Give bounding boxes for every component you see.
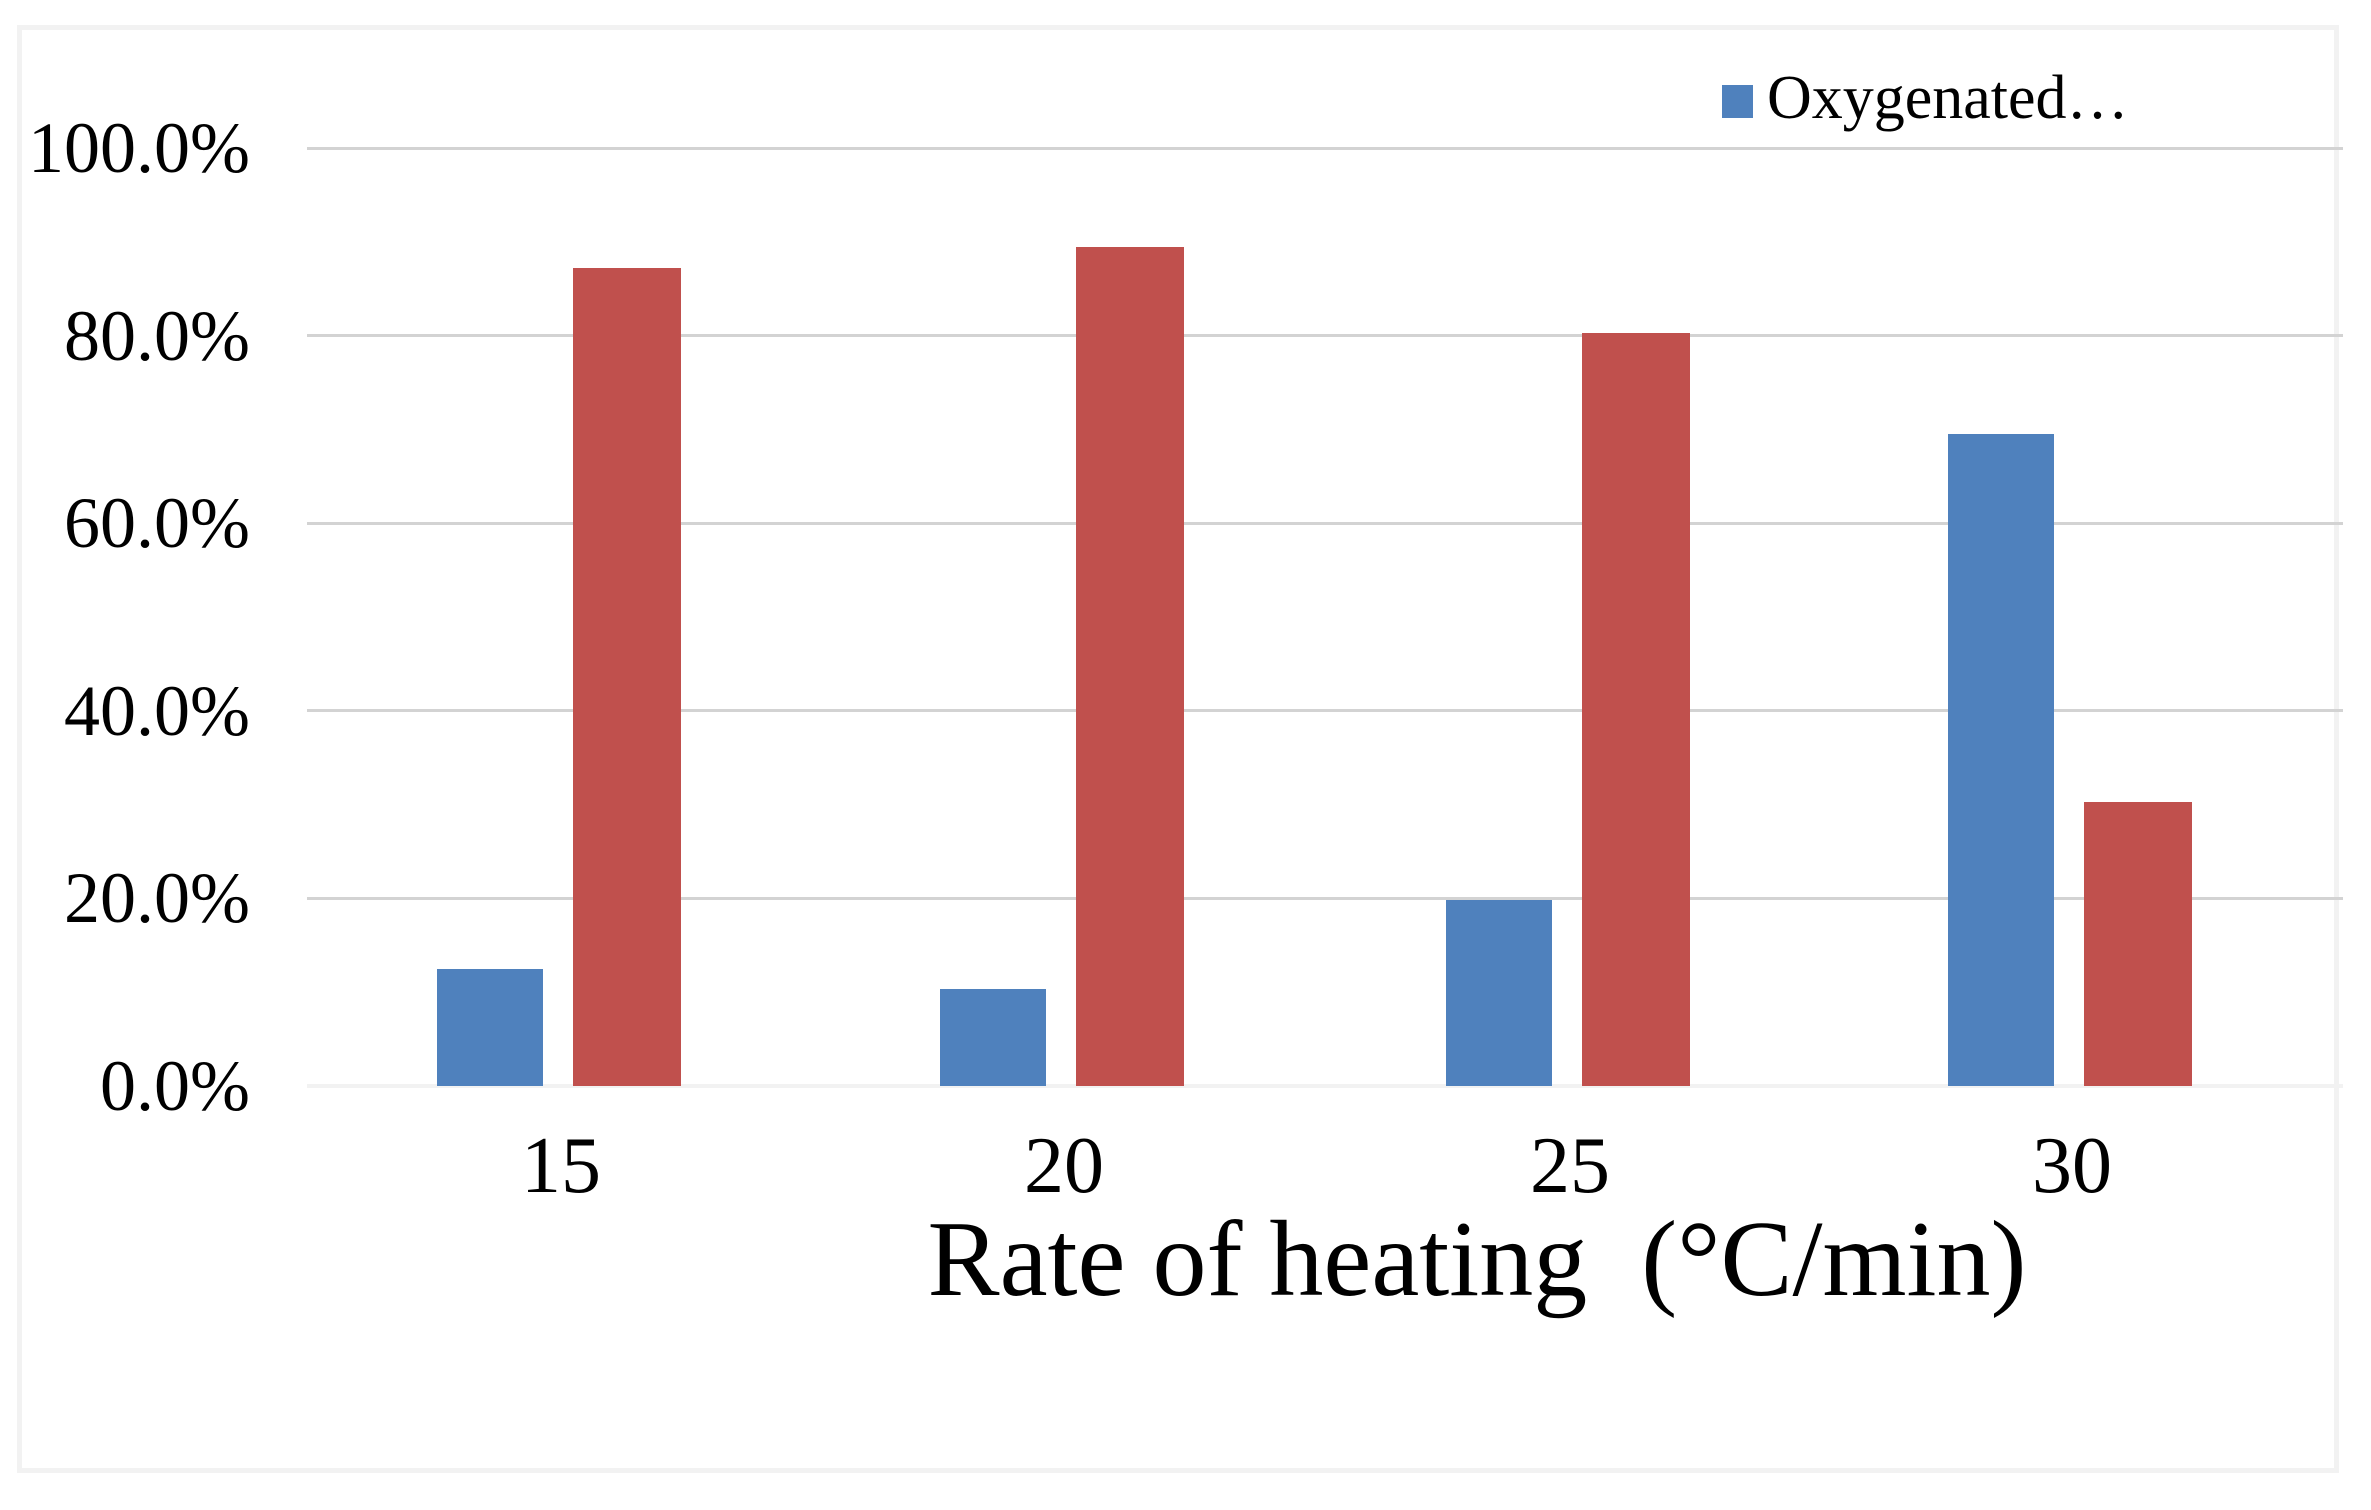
gridline-80	[307, 334, 2343, 338]
gridline-40	[307, 709, 2343, 713]
bar-series2-30	[2084, 801, 2192, 1086]
bar-series2-15	[573, 268, 681, 1086]
y-tick-label-80: 80.0%	[64, 295, 250, 376]
y-tick-label-20: 20.0%	[64, 858, 250, 939]
bar-series2-20	[1076, 246, 1184, 1086]
gridline-100	[307, 146, 2343, 150]
bar-oxygenated-25	[1446, 900, 1552, 1086]
legend-swatch-icon	[1722, 84, 1753, 118]
bar-oxygenated-20	[940, 989, 1046, 1086]
legend: Oxygenated…	[1722, 60, 2129, 136]
x-tick-label-30: 30	[2032, 1122, 2112, 1210]
x-tick-label-15: 15	[521, 1122, 601, 1210]
plot-area	[307, 146, 2343, 1088]
x-axis-line	[307, 1084, 2343, 1088]
legend-label: Oxygenated…	[1767, 64, 2129, 132]
bar-oxygenated-15	[437, 968, 543, 1086]
bar-series2-25	[1582, 332, 1690, 1086]
y-tick-label-40: 40.0%	[64, 670, 250, 751]
gridline-60	[307, 521, 2343, 525]
bar-oxygenated-30	[1948, 434, 2054, 1086]
y-tick-label-0: 0.0%	[100, 1046, 250, 1126]
gridline-20	[307, 896, 2343, 900]
x-axis-title: Rate of heating (°C/min)	[927, 1200, 2027, 1319]
y-tick-label-100: 100.0%	[28, 108, 250, 188]
x-tick-label-25: 25	[1530, 1122, 1610, 1210]
y-tick-label-60: 60.0%	[64, 483, 250, 564]
x-tick-label-20: 20	[1024, 1122, 1104, 1210]
